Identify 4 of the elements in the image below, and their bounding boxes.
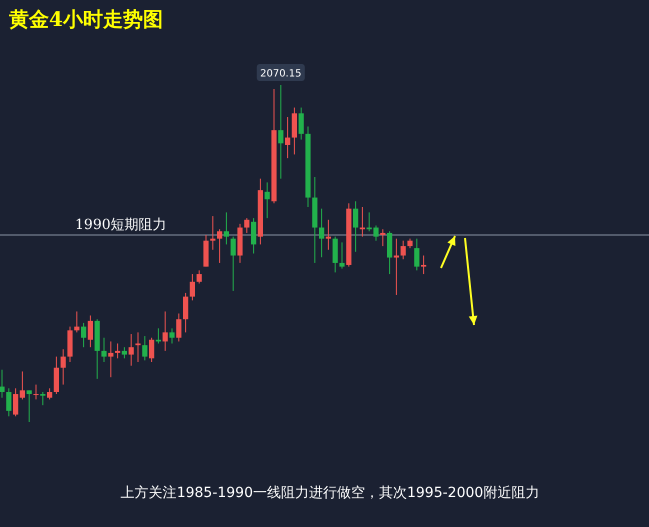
text: 上方关注1985-1990一线阻力进行做空，其次1995-2000附近阻力 — [120, 485, 540, 501]
annotation: 2070.15 — [260, 68, 302, 80]
chart-title: 黄金4小时走势图 — [8, 7, 163, 31]
ref-line-label: 1990短期阻力 — [75, 216, 167, 233]
